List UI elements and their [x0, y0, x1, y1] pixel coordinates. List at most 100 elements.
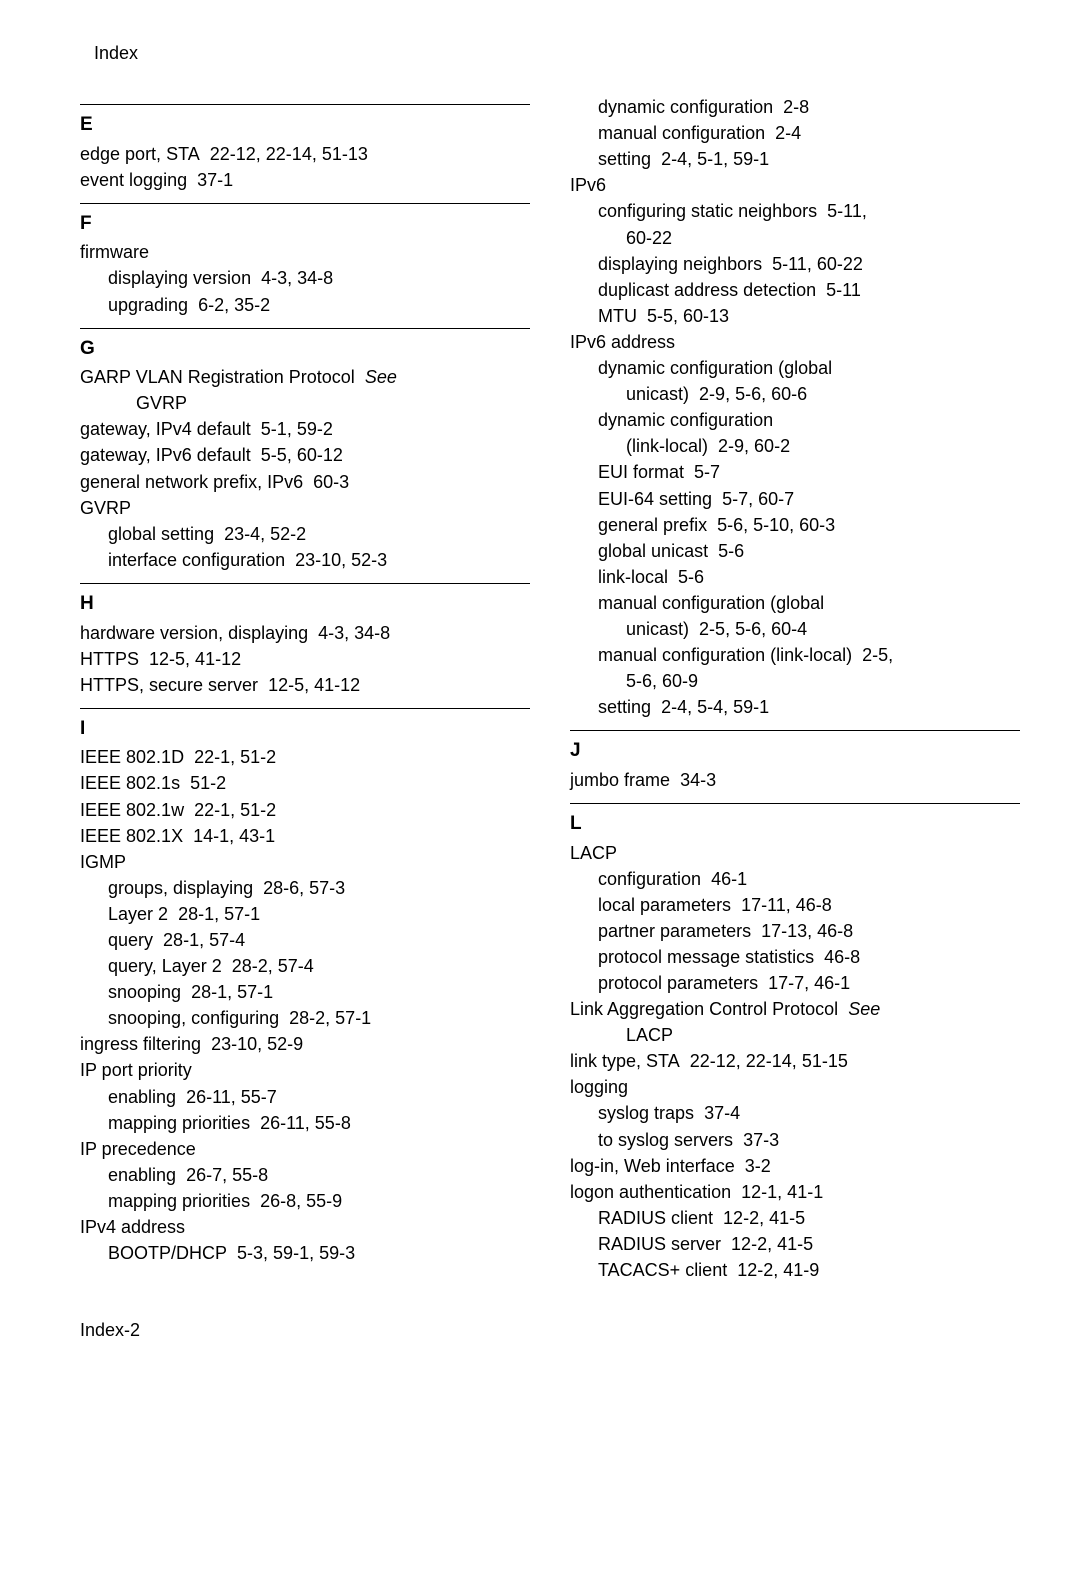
section-rule — [570, 803, 1020, 804]
index-term: protocol message statistics — [598, 947, 814, 967]
index-term: TACACS+ client — [598, 1260, 727, 1280]
page-refs: 28-2, 57-1 — [289, 1008, 371, 1028]
page-refs: 12-5, 41-12 — [268, 675, 360, 695]
page-refs: 2-4 — [775, 123, 801, 143]
left-column: Eedge port, STA 22-12, 22-14, 51-13event… — [80, 94, 530, 1283]
index-line: mapping priorities 26-8, 55-9 — [108, 1188, 530, 1214]
section-rule — [80, 583, 530, 584]
index-line: log-in, Web interface 3-2 — [570, 1153, 1020, 1179]
section-letter: E — [80, 111, 530, 139]
index-line: GARP VLAN Registration Protocol See — [80, 364, 530, 390]
index-term: IGMP — [80, 852, 126, 872]
page-refs: 12-5, 41-12 — [149, 649, 241, 669]
index-line: IP port priority — [80, 1057, 530, 1083]
page-refs: 28-1, 57-1 — [178, 904, 260, 924]
index-term: mapping priorities — [108, 1191, 250, 1211]
index-term: IEEE 802.1D — [80, 747, 184, 767]
page-refs: 5-1, 59-2 — [261, 419, 333, 439]
section-letter: F — [80, 210, 530, 238]
right-column: dynamic configuration 2-8manual configur… — [570, 94, 1020, 1283]
index-term: global setting — [108, 524, 214, 544]
page-refs: 4-3, 34-8 — [261, 268, 333, 288]
index-term: manual configuration (link-local) — [598, 645, 852, 665]
page-refs: 23-4, 52-2 — [224, 524, 306, 544]
index-line: setting 2-4, 5-4, 59-1 — [598, 694, 1020, 720]
index-term: IEEE 802.1X — [80, 826, 183, 846]
page-refs: 5-6, 5-10, 60-3 — [717, 515, 835, 535]
index-term: ingress filtering — [80, 1034, 201, 1054]
index-line: setting 2-4, 5-1, 59-1 — [598, 146, 1020, 172]
index-line: 60-22 — [626, 225, 1020, 251]
index-term: configuration — [598, 869, 701, 889]
index-line: configuration 46-1 — [598, 866, 1020, 892]
page-refs: 5-6 — [678, 567, 704, 587]
index-line: duplicast address detection 5-11 — [598, 277, 1020, 303]
index-line: TACACS+ client 12-2, 41-9 — [598, 1257, 1020, 1283]
index-term: jumbo frame — [570, 770, 670, 790]
index-line: manual configuration (global — [598, 590, 1020, 616]
section-rule — [80, 104, 530, 105]
index-term: dynamic configuration — [598, 97, 773, 117]
index-term: RADIUS client — [598, 1208, 713, 1228]
index-line: IP precedence — [80, 1136, 530, 1162]
page-refs: 12-2, 41-5 — [731, 1234, 813, 1254]
section-rule — [80, 203, 530, 204]
index-line: mapping priorities 26-11, 55-8 — [108, 1110, 530, 1136]
index-line: ingress filtering 23-10, 52-9 — [80, 1031, 530, 1057]
index-term: general network prefix, IPv6 — [80, 472, 303, 492]
page-refs: 22-1, 51-2 — [194, 747, 276, 767]
index-term: IPv4 address — [80, 1217, 185, 1237]
section-rule — [80, 708, 530, 709]
index-term: interface configuration — [108, 550, 285, 570]
index-line: EUI-64 setting 5-7, 60-7 — [598, 486, 1020, 512]
index-columns: Eedge port, STA 22-12, 22-14, 51-13event… — [80, 94, 1020, 1283]
index-term: BOOTP/DHCP — [108, 1243, 227, 1263]
page-refs: 26-11, 55-7 — [186, 1087, 277, 1107]
index-term: snooping — [108, 982, 181, 1002]
page-refs: 26-8, 55-9 — [260, 1191, 342, 1211]
index-line: manual configuration (link-local) 2-5, — [598, 642, 1020, 668]
page-refs: 5-7 — [694, 462, 720, 482]
index-term: LACP — [626, 1025, 673, 1045]
page-refs: 26-7, 55-8 — [186, 1165, 268, 1185]
index-term: IPv6 — [570, 175, 606, 195]
index-term: link type, STA — [570, 1051, 680, 1071]
index-term: setting — [598, 697, 651, 717]
index-line: enabling 26-7, 55-8 — [108, 1162, 530, 1188]
page-refs: 5-6 — [718, 541, 744, 561]
page-refs: 28-2, 57-4 — [232, 956, 314, 976]
index-term: query — [108, 930, 153, 950]
page-refs: 2-4, 5-1, 59-1 — [661, 149, 769, 169]
index-line: link type, STA 22-12, 22-14, 51-15 — [570, 1048, 1020, 1074]
index-line: displaying version 4-3, 34-8 — [108, 265, 530, 291]
index-line: LACP — [570, 840, 1020, 866]
page-refs: 23-10, 52-3 — [295, 550, 387, 570]
section-letter: L — [570, 810, 1020, 838]
index-term: edge port, STA — [80, 144, 200, 164]
index-line: (link-local) 2-9, 60-2 — [626, 433, 1020, 459]
index-term: hardware version, displaying — [80, 623, 308, 643]
index-term: local parameters — [598, 895, 731, 915]
index-line: enabling 26-11, 55-7 — [108, 1084, 530, 1110]
index-line: event logging 37-1 — [80, 167, 530, 193]
index-term: configuring static neighbors — [598, 201, 817, 221]
index-line: query, Layer 2 28-2, 57-4 — [108, 953, 530, 979]
index-term: EUI-64 setting — [598, 489, 712, 509]
index-term: to syslog servers — [598, 1130, 733, 1150]
index-term: displaying neighbors — [598, 254, 762, 274]
page-refs: 37-1 — [197, 170, 233, 190]
index-term: displaying version — [108, 268, 251, 288]
index-term: gateway, IPv6 default — [80, 445, 251, 465]
index-line: logon authentication 12-1, 41-1 — [570, 1179, 1020, 1205]
see-reference: See — [365, 367, 397, 387]
index-line: IPv6 address — [570, 329, 1020, 355]
index-term: logon authentication — [570, 1182, 731, 1202]
index-line: BOOTP/DHCP 5-3, 59-1, 59-3 — [108, 1240, 530, 1266]
index-line: Layer 2 28-1, 57-1 — [108, 901, 530, 927]
index-term: partner parameters — [598, 921, 751, 941]
index-term: syslog traps — [598, 1103, 694, 1123]
index-term: general prefix — [598, 515, 707, 535]
page-refs: 26-11, 55-8 — [260, 1113, 351, 1133]
page-refs: 17-11, 46-8 — [741, 895, 832, 915]
page-refs: 5-5, 60-12 — [261, 445, 343, 465]
